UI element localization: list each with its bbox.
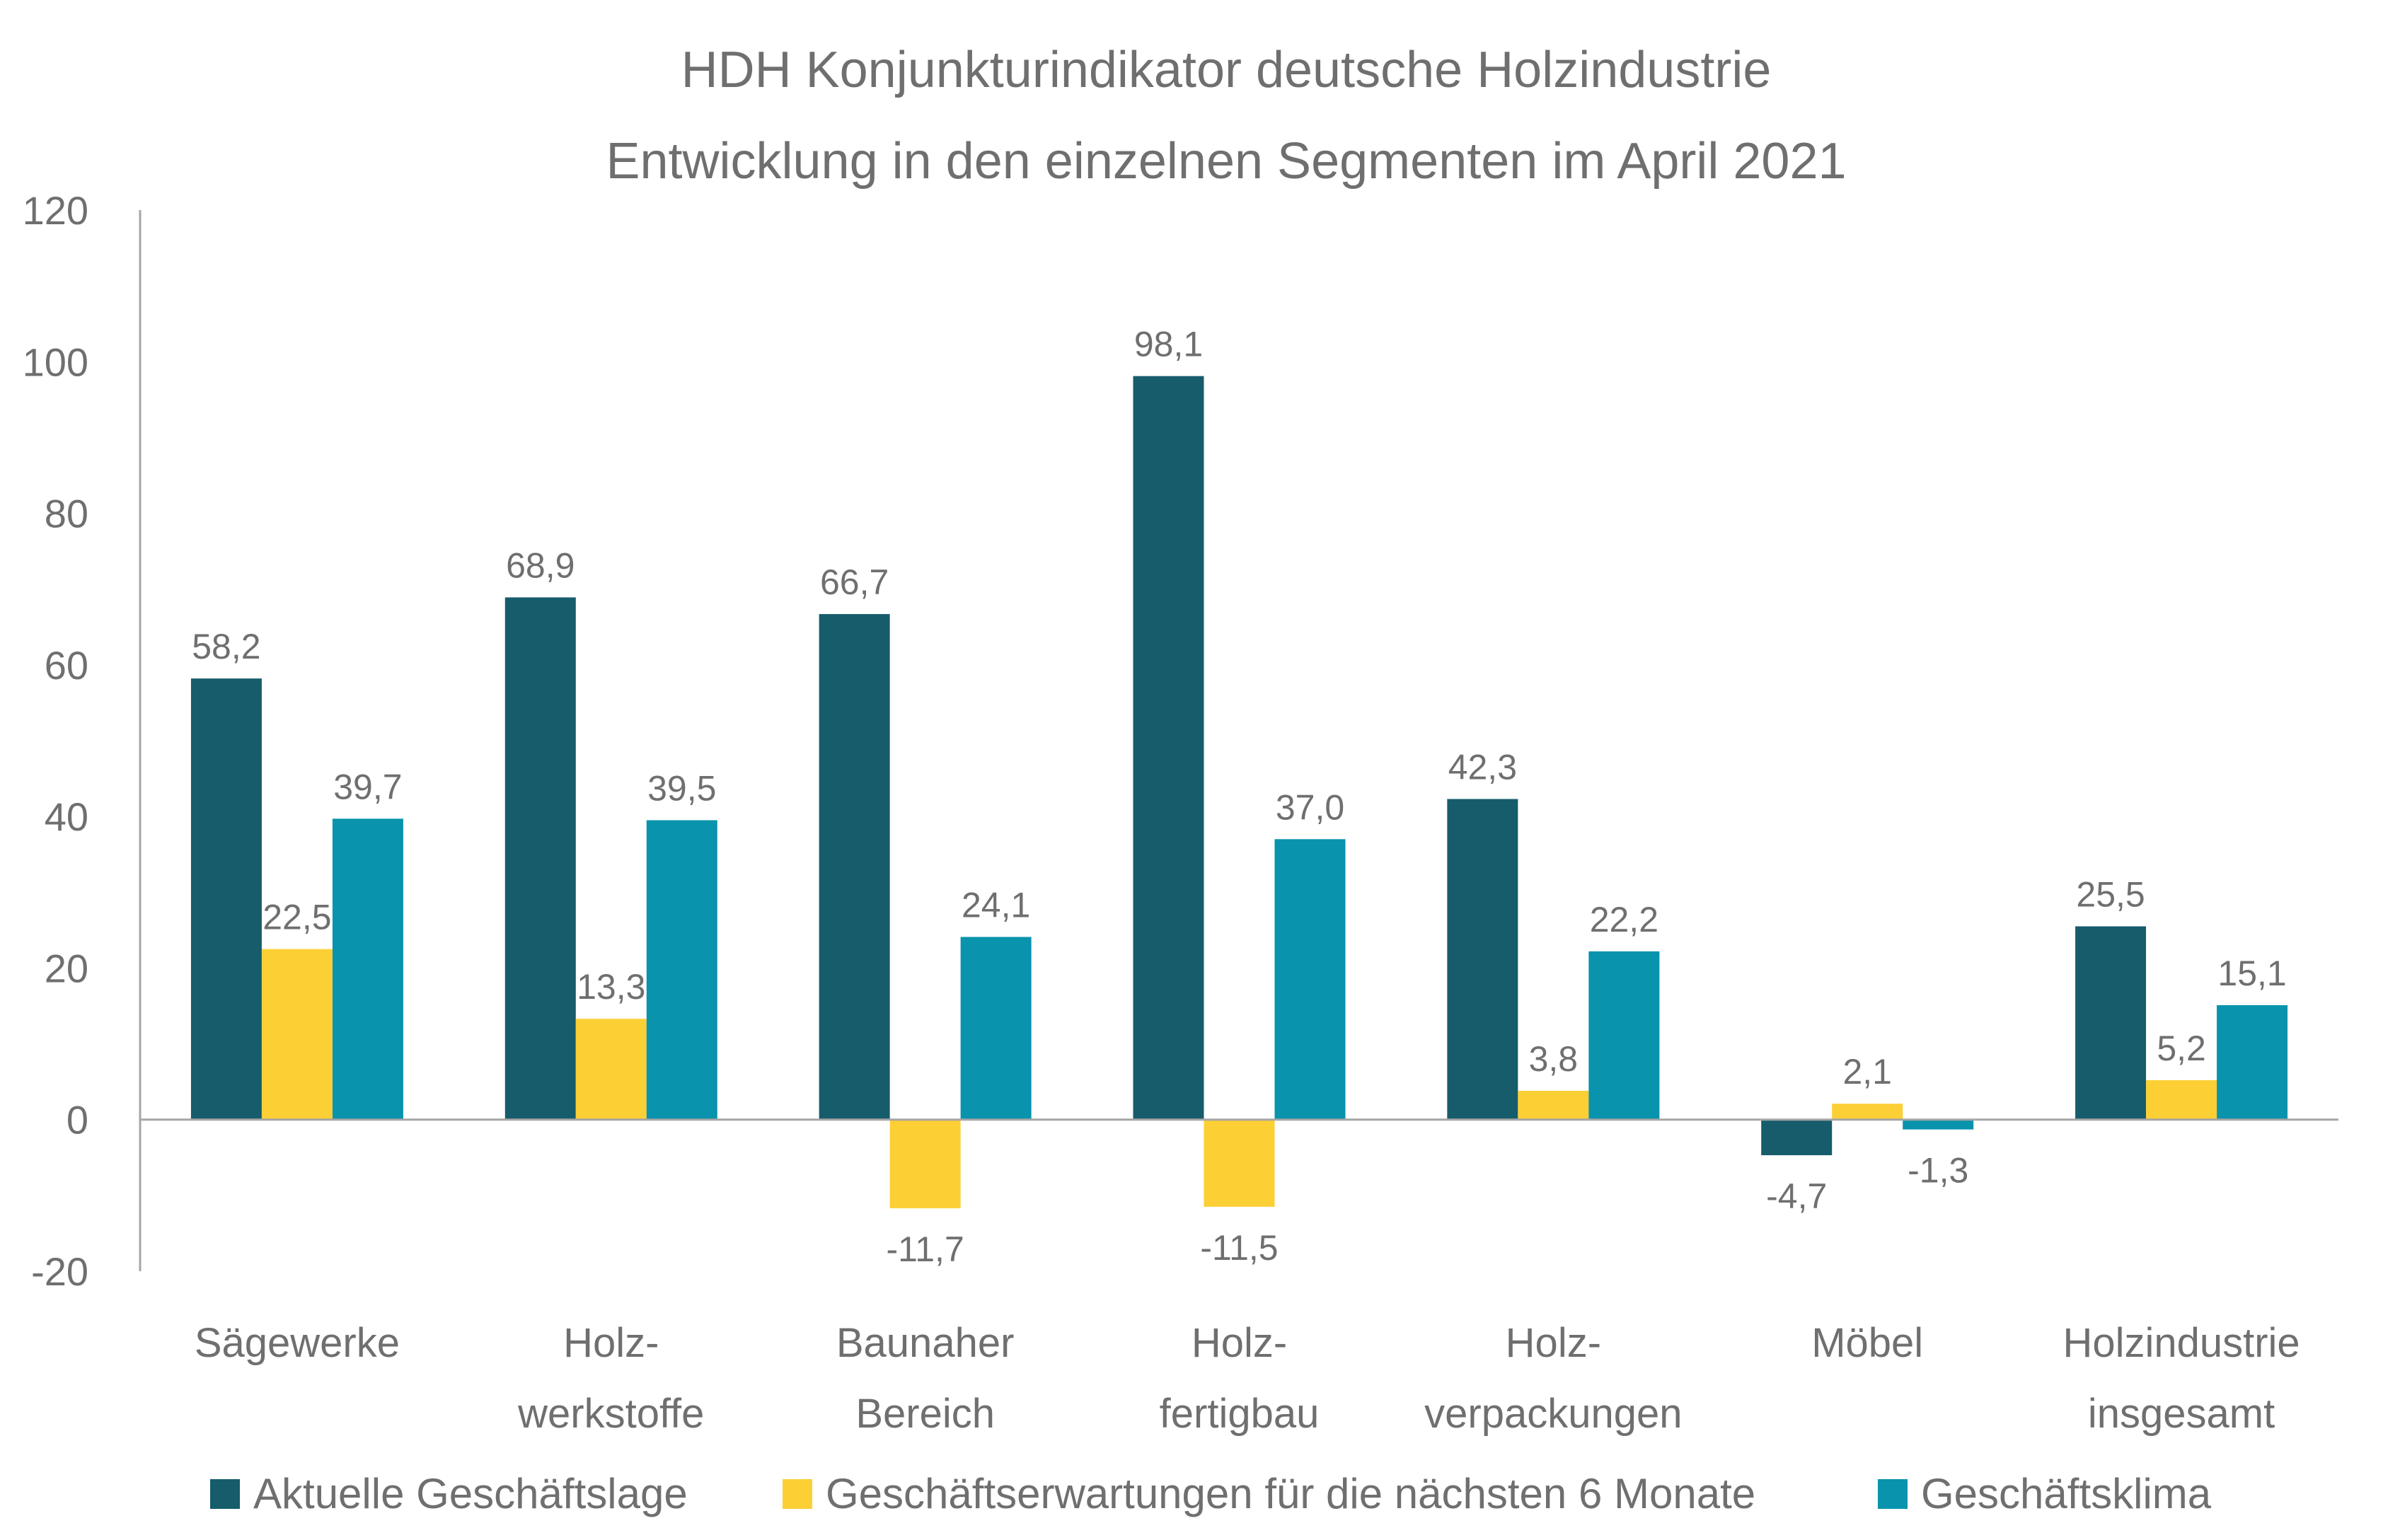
value-labels: 58,2 22,5 39,7 68,9 13,3 39,5 66,7 -11,7 24,1 98,…: [192, 325, 2286, 1269]
category-label: Bereich: [855, 1391, 995, 1437]
category-label: insgesamt: [2088, 1391, 2275, 1437]
category-label: Holz-: [1506, 1320, 1601, 1366]
data-label: 25,5: [2076, 875, 2145, 915]
bar: [1518, 1091, 1589, 1120]
bar: [1588, 951, 1660, 1120]
category-label: verpackungen: [1424, 1391, 1682, 1437]
legend-swatch: [783, 1479, 812, 1509]
data-label: -1,3: [1908, 1151, 1968, 1191]
y-tick-label: 60: [45, 643, 88, 688]
chart-title: HDH Konjunkturindikator deutsche Holzind…: [681, 42, 1772, 98]
legend-swatch: [1878, 1479, 1908, 1509]
bars: [140, 376, 2338, 1209]
data-label: 22,2: [1590, 900, 1658, 939]
category-label: Holz-: [563, 1320, 659, 1366]
y-axis: 120 100 80 60 40 20 0 -20: [23, 188, 142, 1294]
bar: [889, 1119, 961, 1209]
y-tick-label: 100: [23, 340, 88, 384]
y-tick-label: 20: [45, 946, 88, 990]
bar: [2146, 1080, 2217, 1120]
data-label: 2,1: [1842, 1052, 1892, 1092]
data-label: -4,7: [1766, 1176, 1827, 1216]
x-axis: Sägewerke Holz-werkstoffe Baunaher Bereich H…: [195, 1320, 2300, 1437]
bar: [504, 597, 576, 1120]
data-label: 98,1: [1134, 325, 1203, 364]
category-label: Möbel: [1811, 1320, 1923, 1366]
data-label: 15,1: [2217, 954, 2286, 993]
y-tick-label: 40: [45, 794, 88, 839]
legend-label: Geschäftserwartungen für die nächsten 6 …: [826, 1470, 1755, 1517]
chart-subtitle: Entwicklung in den einzelnen Segmenten i…: [606, 133, 1846, 190]
data-label: 42,3: [1448, 748, 1517, 787]
bar: [575, 1019, 647, 1120]
bar: [646, 820, 717, 1120]
data-label: 5,2: [2157, 1029, 2206, 1068]
data-label: 22,5: [262, 898, 331, 937]
bar: [1832, 1104, 1903, 1120]
legend: Aktuelle Geschäftslage Geschäftserwartung…: [210, 1470, 2212, 1517]
legend-label: Geschäftsklima: [1921, 1470, 2212, 1517]
bar: [960, 937, 1032, 1120]
bar: [2217, 1005, 2288, 1120]
category-label: Baunaher: [836, 1320, 1015, 1366]
data-label: 58,2: [192, 627, 260, 666]
data-label: 68,9: [506, 546, 575, 586]
bar: [1903, 1119, 1974, 1130]
data-label: 3,8: [1529, 1039, 1579, 1079]
data-label: 24,1: [962, 886, 1030, 925]
y-tick-label: 0: [67, 1098, 88, 1142]
bar: [261, 949, 333, 1120]
data-label: 39,5: [647, 769, 716, 809]
data-label: 66,7: [820, 562, 889, 602]
y-tick-label: -20: [31, 1249, 88, 1294]
data-label: -11,7: [887, 1229, 964, 1269]
bar: [1274, 839, 1346, 1120]
legend-label: Aktuelle Geschäftslage: [253, 1470, 688, 1517]
legend-swatch: [210, 1479, 240, 1509]
bar: [819, 614, 890, 1120]
bar: [2075, 926, 2147, 1120]
bar: [1204, 1119, 1275, 1207]
data-label: 13,3: [577, 967, 645, 1007]
category-label: werkstoffe: [517, 1391, 704, 1437]
category-label: Holz-: [1192, 1320, 1287, 1366]
bar: [332, 818, 403, 1120]
data-label: 39,7: [333, 767, 402, 806]
bar: [1447, 799, 1518, 1120]
bar: [1761, 1119, 1833, 1156]
data-label: 37,0: [1276, 787, 1344, 827]
bar: [190, 678, 262, 1120]
category-label: Sägewerke: [195, 1320, 400, 1366]
category-label: fertigbau: [1160, 1391, 1320, 1437]
y-tick-label: 80: [45, 492, 88, 536]
y-tick-label: 120: [23, 188, 88, 233]
bar: [1133, 376, 1204, 1120]
data-label: -11,5: [1200, 1228, 1278, 1268]
category-label: Holzindustrie: [2062, 1320, 2300, 1366]
